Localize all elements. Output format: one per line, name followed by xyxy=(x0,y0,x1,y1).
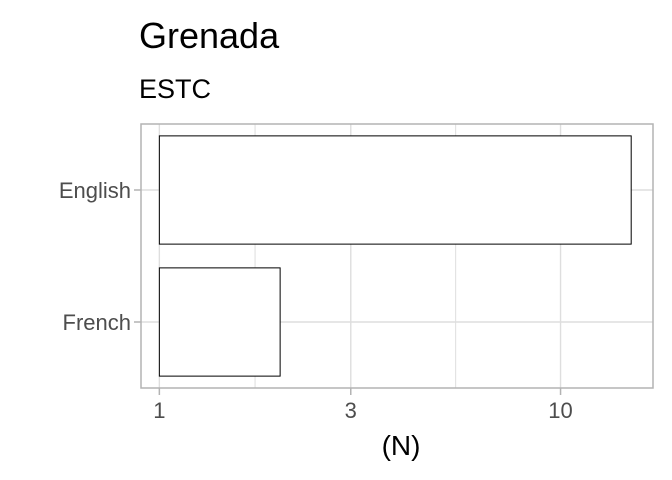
bar-french xyxy=(158,267,281,377)
chart-subtitle: ESTC xyxy=(139,74,211,104)
panel-border xyxy=(140,123,654,389)
bar-english xyxy=(158,135,632,245)
chart-title: Grenada xyxy=(139,15,280,56)
x-axis-title: (N) xyxy=(382,430,421,461)
x-tick-label: 10 xyxy=(548,398,572,423)
y-tick-label-english: English xyxy=(59,178,131,203)
plot-panel: English French 1 3 10 xyxy=(59,123,654,423)
x-tick-label: 1 xyxy=(153,398,165,423)
y-tick-label-french: French xyxy=(63,310,131,335)
x-tick-label: 3 xyxy=(345,398,357,423)
